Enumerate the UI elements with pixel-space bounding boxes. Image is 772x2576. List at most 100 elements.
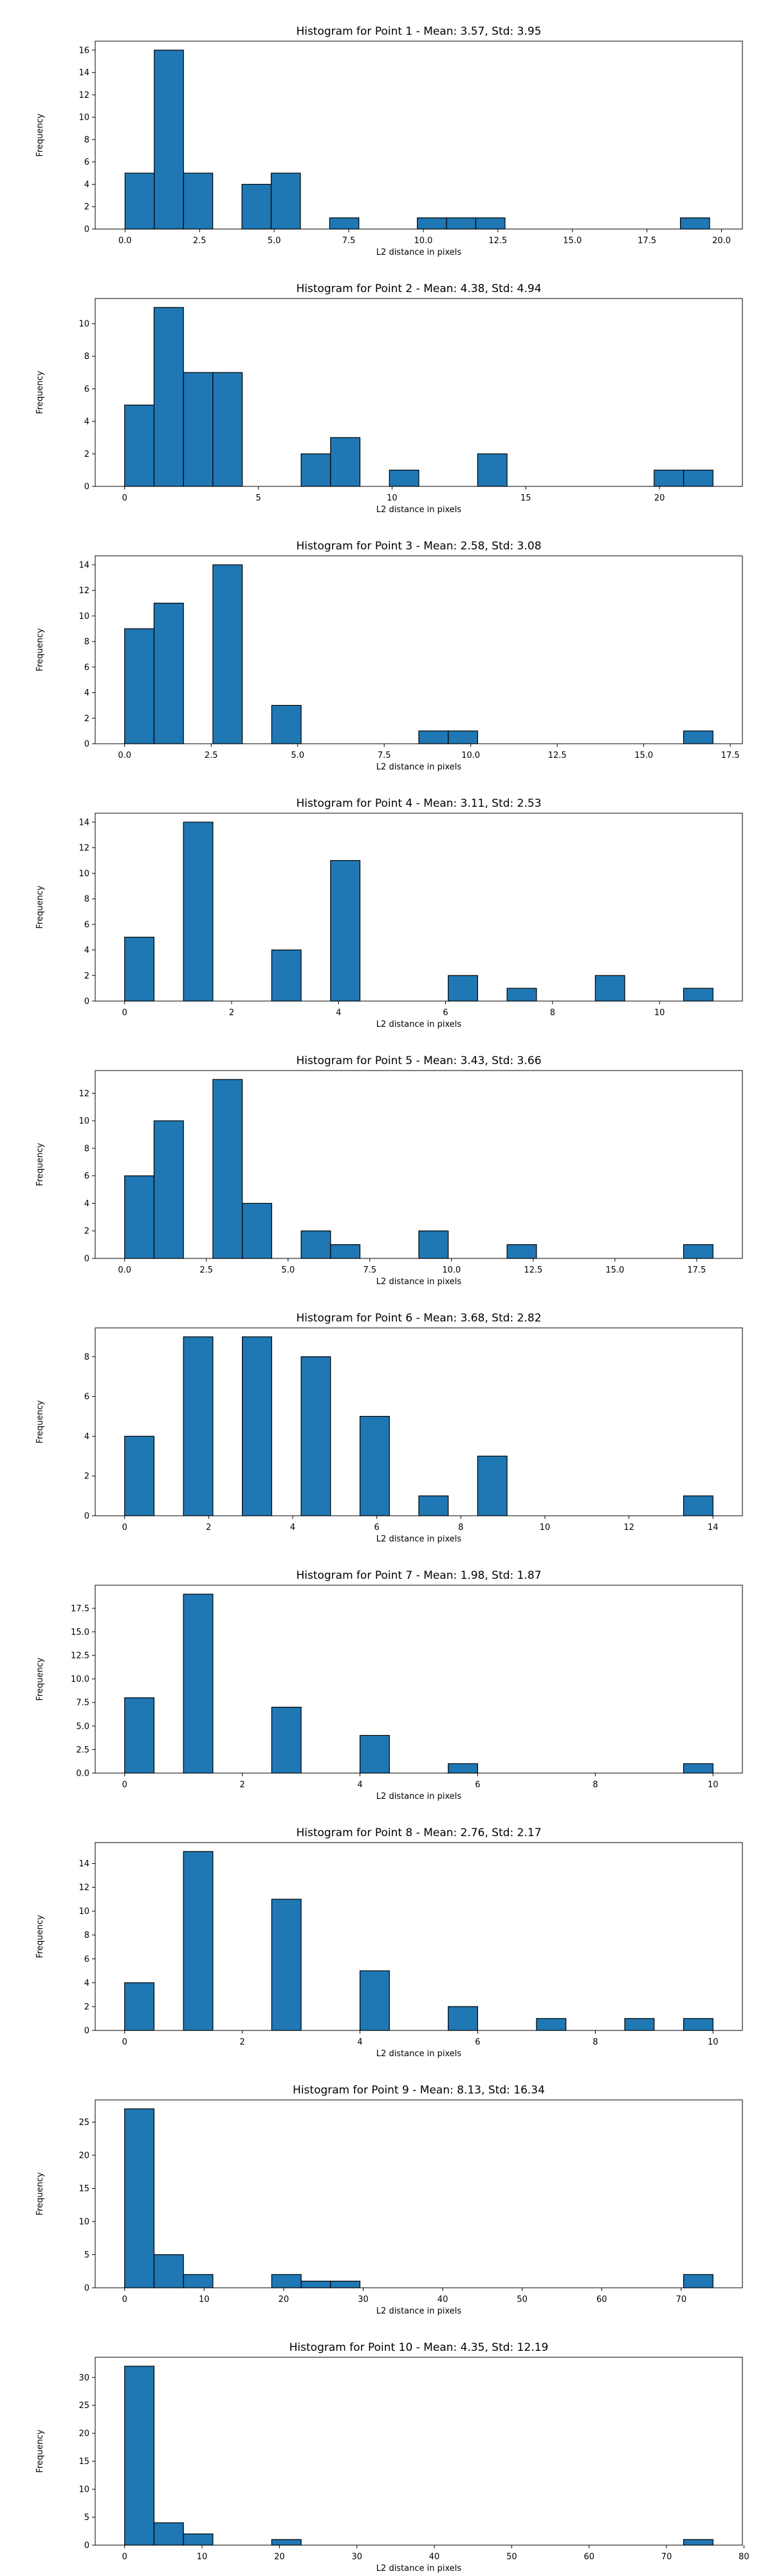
y-tick-label: 0 xyxy=(84,225,89,235)
histogram-bar xyxy=(183,172,214,230)
y-tick-label: 4 xyxy=(84,1432,89,1442)
x-tick-label: 0.0 xyxy=(118,1265,131,1275)
y-tick-label: 0 xyxy=(84,2541,89,2551)
histogram-bar xyxy=(271,704,302,744)
histogram-bar xyxy=(683,1244,713,1259)
x-tick-label: 20 xyxy=(279,2295,290,2305)
histogram-bar xyxy=(330,437,361,487)
x-tick-label: 2 xyxy=(229,1008,234,1018)
histogram-bar xyxy=(183,1336,214,1516)
histogram-bar xyxy=(153,307,184,487)
x-tick-label: 2.5 xyxy=(193,236,207,246)
y-tick-label: 0 xyxy=(84,2027,89,2036)
y-tick-label: 15.0 xyxy=(71,1628,89,1637)
axes-frame xyxy=(95,813,743,1002)
x-tick-label: 30 xyxy=(351,2552,362,2562)
x-tick-label: 0.0 xyxy=(118,236,132,246)
histogram-bar xyxy=(300,453,331,487)
histogram-bar xyxy=(683,470,713,487)
histogram-bar xyxy=(506,988,537,1002)
histogram-bar xyxy=(448,2006,479,2031)
x-tick-label: 0 xyxy=(122,493,127,503)
y-tick-label: 12 xyxy=(78,586,89,596)
y-tick-label: 8 xyxy=(84,352,89,362)
x-tick-label: 17.5 xyxy=(687,1265,706,1275)
y-tick-label: 6 xyxy=(84,1955,89,1964)
histogram-bar xyxy=(124,404,155,487)
x-axis-label: L2 distance in pixels xyxy=(376,2564,462,2573)
histogram-bar xyxy=(418,730,449,744)
y-axis-label: Frequency xyxy=(35,2429,45,2472)
y-tick-label: 8 xyxy=(84,1931,89,1940)
y-tick-label: 10 xyxy=(78,320,89,329)
histogram-bar xyxy=(212,564,243,744)
axes-frame xyxy=(95,555,743,744)
bar-group xyxy=(124,1594,713,1774)
x-tick-label: 10 xyxy=(654,1008,665,1018)
histogram-bar xyxy=(153,2522,184,2546)
y-tick-label: 4 xyxy=(84,417,89,427)
x-tick-label: 5 xyxy=(255,493,261,503)
histogram-bar xyxy=(242,1202,272,1259)
x-tick-label: 12.5 xyxy=(548,751,567,760)
y-tick-label: 2 xyxy=(84,450,89,459)
x-axis-label: L2 distance in pixels xyxy=(376,1792,462,1801)
x-tick-label: 7.5 xyxy=(363,1265,376,1275)
x-tick-label: 40 xyxy=(437,2295,448,2305)
y-tick-label: 8 xyxy=(84,1144,89,1154)
histogram-bar xyxy=(330,1244,361,1259)
histogram-bar xyxy=(683,2018,713,2031)
y-tick-label: 12.5 xyxy=(71,1651,89,1661)
histogram-bar xyxy=(124,172,155,230)
y-tick-label: 8 xyxy=(84,895,89,905)
x-tick-label: 5.0 xyxy=(291,751,304,760)
y-tick-label: 12 xyxy=(78,91,89,100)
histogram-bar xyxy=(359,1415,390,1516)
histogram-bar xyxy=(183,372,214,487)
x-axis-label: L2 distance in pixels xyxy=(376,505,462,515)
histogram-bar xyxy=(124,2108,155,2288)
x-tick-label: 8 xyxy=(593,2038,598,2047)
x-tick-label: 10.0 xyxy=(414,236,432,246)
x-tick-label: 2.5 xyxy=(199,1265,213,1275)
histogram-bar xyxy=(329,217,360,230)
y-tick-label: 8 xyxy=(84,135,89,145)
y-axis-label: Frequency xyxy=(35,371,45,414)
histogram-bar xyxy=(389,470,419,487)
y-tick-label: 10 xyxy=(78,2218,89,2227)
y-tick-label: 10 xyxy=(78,1907,89,1917)
y-tick-label: 8 xyxy=(84,638,89,647)
x-tick-label: 10 xyxy=(197,2552,208,2562)
histogram-bar xyxy=(124,1697,155,1774)
y-tick-label: 0 xyxy=(84,740,89,750)
y-axis-label: Frequency xyxy=(35,1143,45,1186)
chart-title: Histogram for Point 4 - Mean: 3.11, Std:… xyxy=(296,797,541,810)
histogram-bar xyxy=(183,2274,214,2288)
x-tick-label: 4 xyxy=(357,1780,362,1790)
chart-title: Histogram for Point 3 - Mean: 2.58, Std:… xyxy=(296,540,541,553)
y-tick-label: 14 xyxy=(78,560,89,570)
histogram-bar xyxy=(477,453,508,487)
x-tick-label: 4 xyxy=(336,1008,341,1018)
y-tick-label: 2 xyxy=(84,2002,89,2012)
y-axis-label: Frequency xyxy=(35,1657,45,1700)
histogram-bar xyxy=(183,822,214,1002)
x-tick-label: 20.0 xyxy=(712,236,731,246)
histogram-bar xyxy=(418,1495,449,1516)
bar-group xyxy=(124,2108,713,2288)
subplot: Histogram for Point 6 - Mean: 3.68, Std:… xyxy=(35,1312,743,1544)
axes-frame xyxy=(95,2357,743,2546)
x-tick-label: 2 xyxy=(206,1523,211,1532)
y-tick-label: 2.5 xyxy=(76,1745,89,1755)
chart-title: Histogram for Point 9 - Mean: 8.13, Std:… xyxy=(293,2084,545,2097)
histogram-bar xyxy=(624,2018,655,2031)
x-tick-label: 5.0 xyxy=(268,236,281,246)
histogram-bar xyxy=(330,2281,361,2288)
histogram-bar xyxy=(124,1435,155,1516)
histogram-bar xyxy=(153,602,184,744)
x-tick-label: 7.5 xyxy=(378,751,391,760)
subplot: Histogram for Point 9 - Mean: 8.13, Std:… xyxy=(35,2084,743,2316)
x-tick-label: 10 xyxy=(708,1780,719,1790)
x-tick-label: 50 xyxy=(506,2552,517,2562)
x-tick-label: 10.0 xyxy=(461,751,480,760)
